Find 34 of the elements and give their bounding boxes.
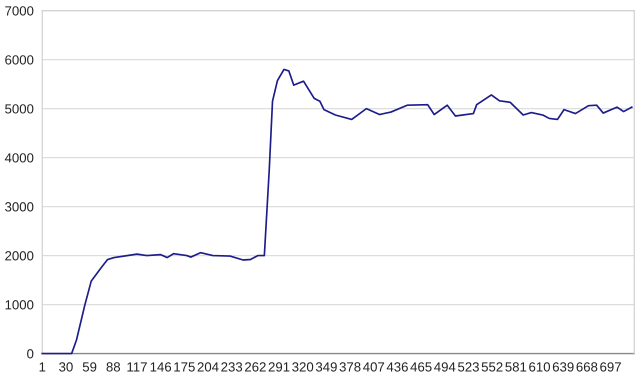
y-tick-label: 6000 xyxy=(5,55,34,65)
x-tick-label: 378 xyxy=(340,362,361,372)
y-tick-label: 0 xyxy=(27,349,34,358)
x-tick-label: 320 xyxy=(292,362,314,372)
x-tick-label: 349 xyxy=(316,362,337,372)
x-tick-label: 88 xyxy=(106,362,120,372)
x-tick-label: 146 xyxy=(150,362,172,372)
x-tick-label: 59 xyxy=(82,362,96,372)
y-tick-label: 1000 xyxy=(6,300,34,310)
line-series xyxy=(41,68,633,354)
x-tick-label: 465 xyxy=(410,362,432,372)
y-tick-label: 4000 xyxy=(4,153,34,163)
x-tick-label: 233 xyxy=(221,362,242,372)
x-tick-label: 552 xyxy=(482,362,503,372)
y-tick-label: 5000 xyxy=(5,104,34,114)
x-tick-label: 697 xyxy=(600,362,621,372)
x-tick-label: 610 xyxy=(529,362,550,372)
x-tick-label: 523 xyxy=(458,362,479,372)
x-tick-label: 668 xyxy=(576,362,598,372)
x-tick-label: 407 xyxy=(363,362,384,372)
x-tick-label: 1 xyxy=(40,362,46,372)
x-tick-label: 175 xyxy=(174,362,195,372)
x-tick-label: 639 xyxy=(552,362,574,372)
x-tick-label: 494 xyxy=(434,362,456,372)
x-tick-label: 30 xyxy=(59,362,73,372)
y-tick-label: 7000 xyxy=(5,6,34,16)
y-tick-label: 2000 xyxy=(5,251,34,261)
x-tick-label: 436 xyxy=(386,362,408,372)
x-tick-label: 291 xyxy=(268,362,290,372)
x-tick-label: 117 xyxy=(127,362,147,372)
x-tick-label: 581 xyxy=(505,362,526,372)
y-tick-label: 3000 xyxy=(5,202,34,212)
x-tick-label: 204 xyxy=(198,362,219,372)
x-tick-label: 262 xyxy=(245,362,266,372)
